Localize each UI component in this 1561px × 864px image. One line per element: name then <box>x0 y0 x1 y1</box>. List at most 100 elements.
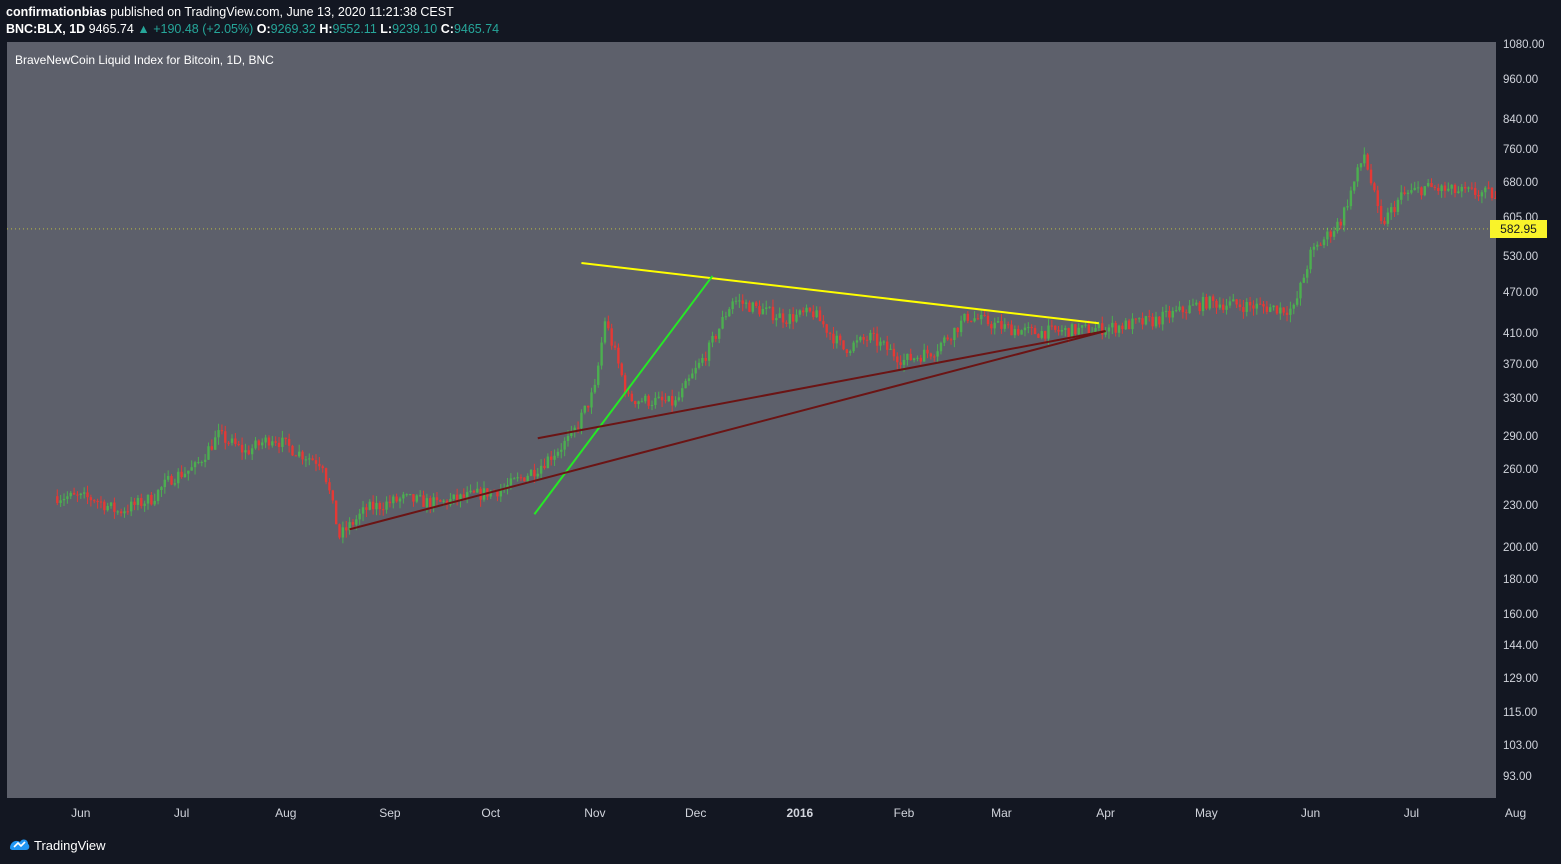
candle <box>375 495 378 516</box>
candle <box>1158 315 1161 328</box>
candle <box>1359 162 1363 171</box>
candle <box>1134 318 1138 324</box>
candle <box>506 478 509 495</box>
tradingview-logo-icon[interactable] <box>8 836 30 854</box>
candle <box>1104 326 1107 338</box>
candle <box>1064 325 1067 337</box>
candle <box>250 444 254 461</box>
candle <box>96 498 99 509</box>
candle <box>781 308 785 329</box>
candle <box>1218 297 1222 310</box>
candle <box>523 477 526 482</box>
candle <box>331 489 334 504</box>
price-tick-label: 370.00 <box>1503 358 1539 371</box>
candle <box>1174 305 1178 313</box>
price-tick-label: 680.00 <box>1503 177 1539 189</box>
candle <box>180 465 183 479</box>
candle <box>919 354 922 365</box>
candle <box>1376 185 1379 214</box>
candle <box>1208 295 1211 311</box>
time-tick-label: Dec <box>685 806 707 820</box>
candle <box>1242 299 1245 319</box>
candle <box>647 394 650 410</box>
candle <box>812 305 815 320</box>
candle <box>66 491 69 504</box>
candle <box>805 304 808 317</box>
candle <box>1366 152 1369 171</box>
brand-label[interactable]: TradingView <box>34 838 106 853</box>
candle <box>1148 309 1151 322</box>
candle <box>156 488 160 505</box>
candle <box>1463 181 1467 193</box>
candle <box>1033 325 1037 335</box>
candle <box>1262 301 1265 314</box>
candle <box>385 496 388 514</box>
candle <box>677 391 681 402</box>
candle <box>76 491 79 503</box>
candle <box>1010 320 1013 336</box>
candle <box>170 474 173 486</box>
trend-line[interactable] <box>533 275 714 515</box>
candle <box>378 501 382 516</box>
candle <box>1369 164 1373 186</box>
symbol-label[interactable]: BNC:BLX, 1D <box>6 22 86 36</box>
trend-line[interactable] <box>537 330 1106 440</box>
candle <box>1211 294 1215 309</box>
candle <box>130 496 133 517</box>
publish-info: confirmationbias published on TradingVie… <box>6 5 454 19</box>
price-tick-label: 160.00 <box>1503 608 1539 621</box>
candle <box>765 300 768 315</box>
candle <box>939 341 943 355</box>
candle <box>432 493 435 513</box>
candle <box>1111 315 1114 335</box>
candle <box>1275 305 1279 315</box>
candle <box>476 481 479 493</box>
candle <box>1329 229 1332 243</box>
candle <box>1141 312 1144 330</box>
candle <box>630 390 634 403</box>
candle <box>916 355 919 362</box>
candle <box>398 496 402 509</box>
candle <box>1185 309 1188 320</box>
candle <box>103 499 106 515</box>
chart-pane[interactable]: BraveNewCoin Liquid Index for Bitcoin, 1… <box>7 42 1496 798</box>
publish-date: published on TradingView.com, June 13, 2… <box>110 5 454 19</box>
time-tick-label: Nov <box>584 806 606 820</box>
author-name[interactable]: confirmationbias <box>6 5 107 19</box>
candle <box>247 445 250 456</box>
candle <box>1322 236 1326 249</box>
candle <box>754 300 758 309</box>
time-axis[interactable]: Jun Jul Aug Sep Oct Nov Dec 2016 Feb Mar Apr May Jun… <box>7 798 1526 826</box>
candle <box>402 491 405 504</box>
chart-title: BraveNewCoin Liquid Index for Bitcoin, 1… <box>15 53 274 67</box>
candle <box>1265 301 1269 315</box>
price-axis[interactable]: 1080.00 960.00 840.00 760.00 680.00 605.00 530… <box>1490 39 1561 798</box>
time-tick-label: Aug <box>275 806 297 820</box>
candle <box>1074 323 1077 338</box>
last-price: 9465.74 <box>88 22 134 36</box>
candle <box>298 444 301 458</box>
time-tick-label: Mar <box>991 806 1012 820</box>
candle <box>516 472 519 482</box>
candle <box>869 329 872 343</box>
candle <box>1299 281 1302 306</box>
candle <box>721 310 724 330</box>
candle <box>654 392 657 409</box>
candle <box>479 486 482 507</box>
candle <box>294 454 298 457</box>
candle <box>1282 307 1285 316</box>
candle <box>822 315 825 328</box>
trend-line[interactable] <box>581 262 1099 325</box>
candle <box>1006 321 1010 329</box>
candle <box>1383 217 1386 226</box>
candlestick-plot[interactable] <box>7 42 1496 798</box>
candle <box>1379 199 1383 225</box>
candle <box>274 436 277 447</box>
candle <box>1353 181 1356 194</box>
candle <box>1195 299 1198 307</box>
candle <box>106 502 109 512</box>
candle <box>1326 227 1329 247</box>
candle <box>304 456 308 467</box>
trend-line[interactable] <box>349 330 1106 531</box>
candle <box>79 492 82 499</box>
